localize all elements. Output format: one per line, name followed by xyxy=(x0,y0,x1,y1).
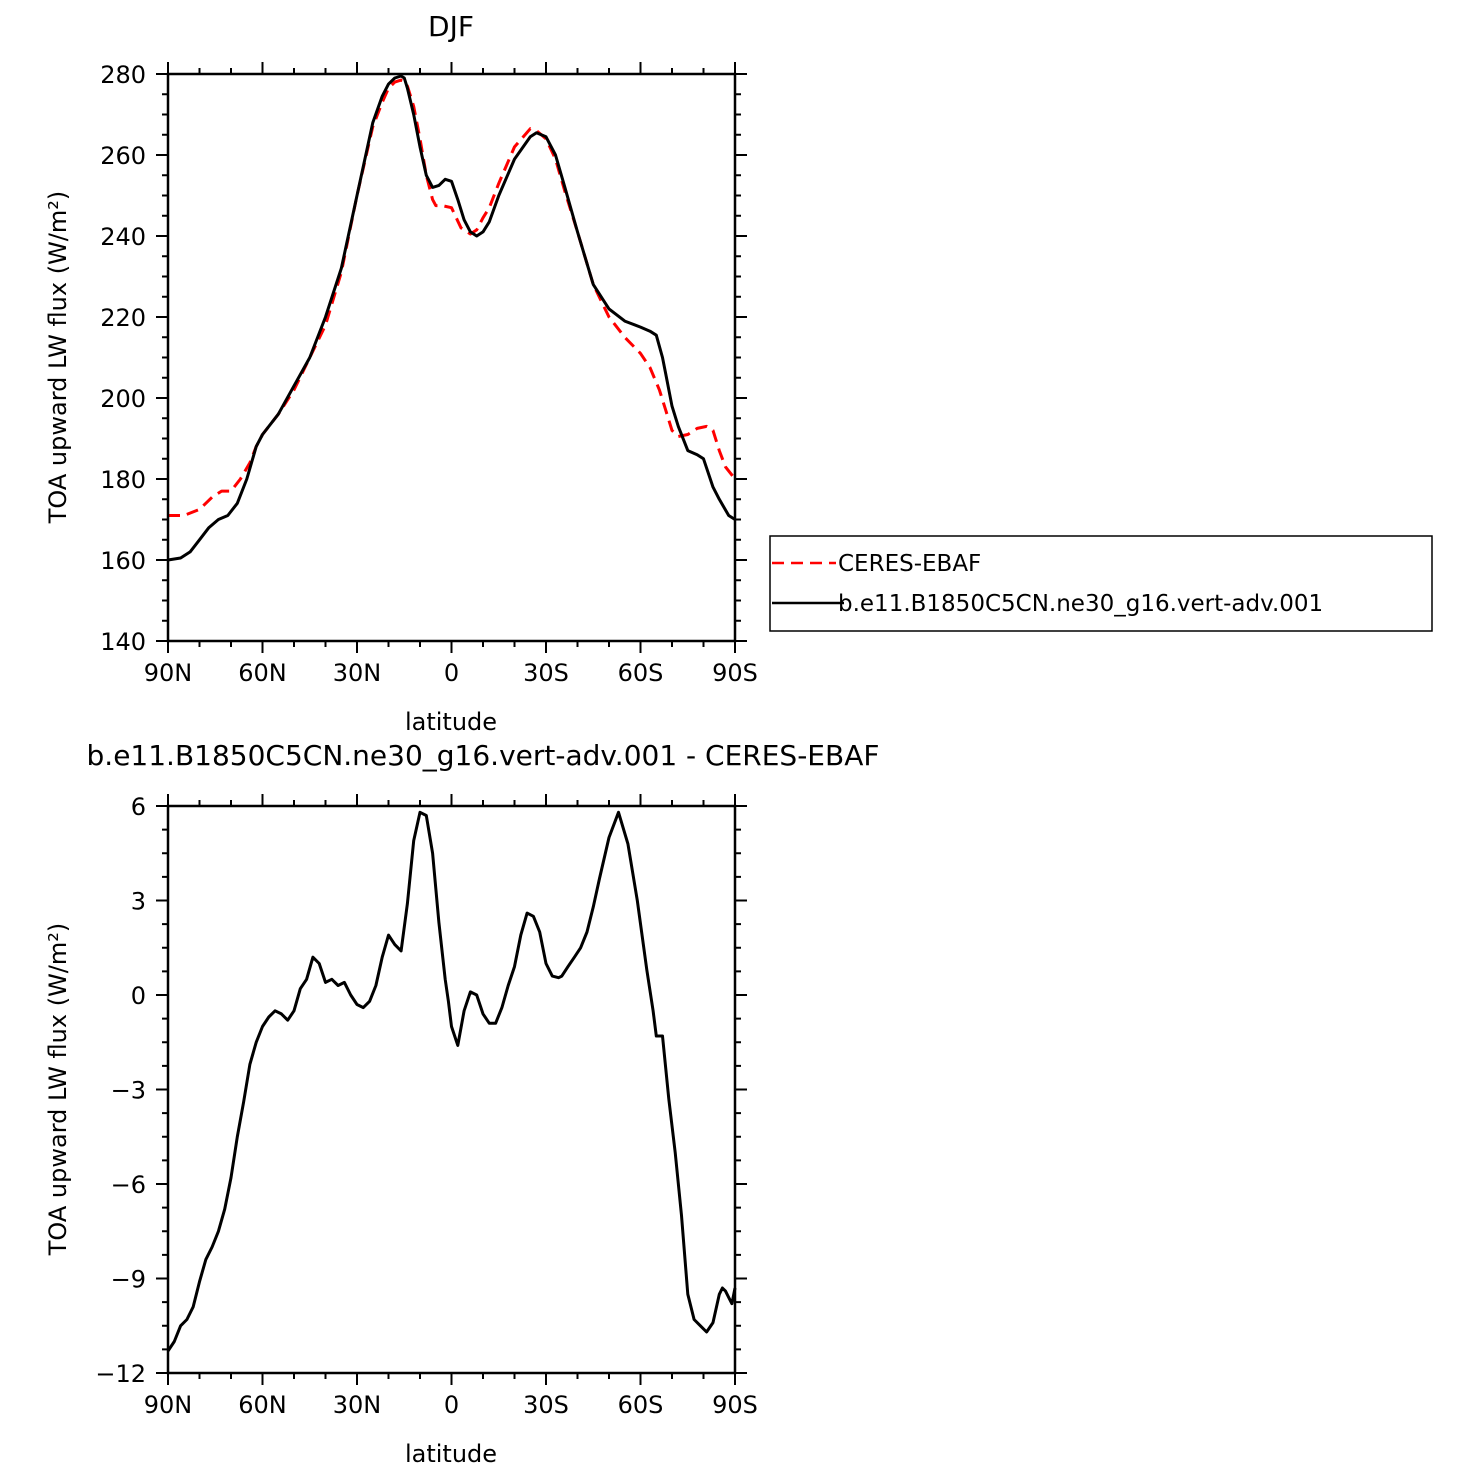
x-tick-label: 60S xyxy=(618,659,664,687)
bottom-plot-frame xyxy=(166,804,737,1375)
x-tick-label: 60N xyxy=(238,659,287,687)
x-tick-label: 30S xyxy=(523,659,569,687)
bottom-y-tick-labels: −12 −9 −6 −3 0 3 6 xyxy=(95,793,146,1388)
x-tick-label: 0 xyxy=(444,1391,459,1419)
y-tick-label: 280 xyxy=(100,61,146,89)
bottom-x-axis-title: latitude xyxy=(405,1440,497,1468)
series-line-ceres-ebaf xyxy=(168,78,737,517)
y-tick-label: 220 xyxy=(100,304,146,332)
series-line-b-e11-b1850c5cn-ne30-g16-vert-adv-001 xyxy=(167,74,736,562)
x-tick-label: 30N xyxy=(333,1391,382,1419)
bottom-panel-title: b.e11.B1850C5CN.ne30_g16.vert-adv.001 - … xyxy=(87,739,880,772)
bottom-series-lines xyxy=(166,810,737,1352)
x-tick-label: 90S xyxy=(712,659,758,687)
legend-label-model: b.e11.B1850C5CN.ne30_g16.vert-adv.001 xyxy=(838,591,1323,617)
y-tick-label: 260 xyxy=(100,142,146,170)
top-series-lines xyxy=(167,74,737,562)
y-tick-label: 160 xyxy=(100,547,146,575)
y-tick-label: 6 xyxy=(131,793,146,821)
top-x-tick-labels: 90N 60N 30N 0 30S 60S 90S xyxy=(144,659,758,687)
top-axis-ticks xyxy=(156,62,747,653)
y-tick-label: −3 xyxy=(111,1077,146,1105)
x-tick-label: 90N xyxy=(144,659,193,687)
top-x-axis-title: latitude xyxy=(405,708,497,736)
top-panel-title: DJF xyxy=(428,10,474,43)
bottom-panel-difference: b.e11.B1850C5CN.ne30_g16.vert-adv.001 - … xyxy=(44,739,879,1468)
y-tick-label: 180 xyxy=(100,466,146,494)
x-tick-label: 0 xyxy=(444,659,459,687)
bottom-x-tick-labels: 90N 60N 30N 0 30S 60S 90S xyxy=(144,1391,758,1419)
x-tick-label: 90S xyxy=(712,1391,758,1419)
y-tick-label: 200 xyxy=(100,385,146,413)
legend-label-ceres: CERES-EBAF xyxy=(838,551,981,577)
x-tick-label: 60N xyxy=(238,1391,287,1419)
y-tick-label: −6 xyxy=(111,1171,146,1199)
top-panel-flux: DJF 90N 60N 30N 0 30S 60S 90S 140 160 180 200 220 2… xyxy=(44,10,758,736)
x-tick-label: 30N xyxy=(333,659,382,687)
x-tick-label: 30S xyxy=(523,1391,569,1419)
y-tick-label: 3 xyxy=(131,888,146,916)
legend-box xyxy=(769,535,1433,632)
y-tick-label: −12 xyxy=(95,1360,146,1388)
bottom-y-axis-title: TOA upward LW flux (W/m²) xyxy=(44,923,72,1257)
x-tick-label: 60S xyxy=(618,1391,664,1419)
top-y-tick-labels: 140 160 180 200 220 240 260 280 xyxy=(100,61,146,656)
y-tick-label: 240 xyxy=(100,223,146,251)
y-tick-label: 140 xyxy=(100,628,146,656)
top-plot-frame xyxy=(166,72,737,643)
y-tick-label: −9 xyxy=(111,1266,146,1294)
legend: CERES-EBAF b.e11.B1850C5CN.ne30_g16.vert… xyxy=(769,535,1433,632)
y-tick-label: 0 xyxy=(131,982,146,1010)
x-tick-label: 90N xyxy=(144,1391,193,1419)
top-y-axis-title: TOA upward LW flux (W/m²) xyxy=(44,191,72,525)
series-line-difference xyxy=(166,810,737,1352)
